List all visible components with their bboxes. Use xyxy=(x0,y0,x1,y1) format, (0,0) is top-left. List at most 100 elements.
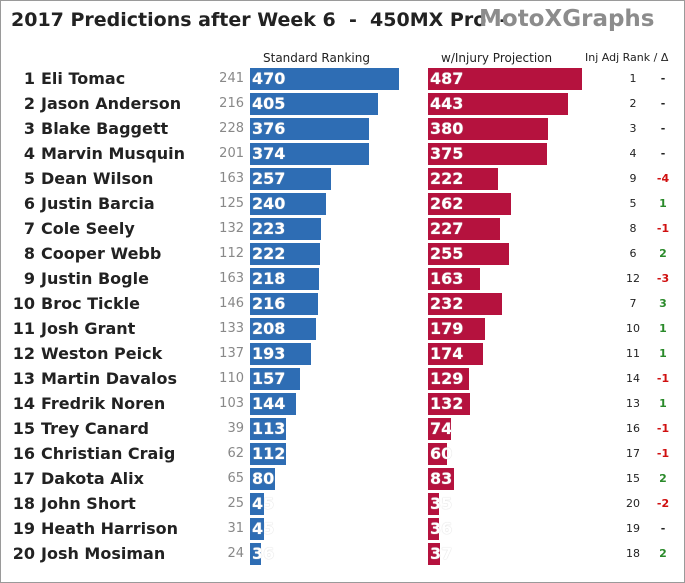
delta: 2 xyxy=(659,472,667,485)
rider-name: Blake Baggett xyxy=(41,119,169,138)
adj-rank: 1 xyxy=(629,72,637,85)
adj-rank: 4 xyxy=(629,147,637,160)
adj-rank: 3 xyxy=(629,122,637,135)
injury-value: 35 xyxy=(430,494,453,513)
standard-value: 222 xyxy=(252,244,286,263)
standard-value: 257 xyxy=(252,169,286,188)
rider-name: Dakota Alix xyxy=(41,469,144,488)
standard-value: 216 xyxy=(252,294,286,313)
standard-bar xyxy=(250,268,320,290)
injury-bar xyxy=(428,393,470,415)
rider-name: Christian Craig xyxy=(41,444,176,463)
delta: 1 xyxy=(659,197,667,210)
points: 110 xyxy=(219,371,244,386)
injury-bar xyxy=(428,143,547,165)
points: 24 xyxy=(227,546,244,561)
standard-bar xyxy=(250,368,300,390)
rider-name: Weston Peick xyxy=(41,344,163,363)
points: 103 xyxy=(219,396,244,411)
brand: MotoXGraphs xyxy=(479,6,655,32)
rider-name: Martin Davalos xyxy=(41,369,178,388)
delta: -1 xyxy=(656,447,670,460)
adj-rank: 19 xyxy=(626,522,640,535)
rider-name: Heath Harrison xyxy=(41,519,179,538)
delta: -1 xyxy=(656,422,670,435)
injury-bar xyxy=(428,443,448,465)
rider-name: Josh Grant xyxy=(41,319,136,338)
delta: - xyxy=(660,72,666,85)
standard-bar xyxy=(250,468,276,490)
injury-bar xyxy=(428,543,440,565)
points: 216 xyxy=(219,96,244,111)
standard-bar xyxy=(250,243,321,265)
adj-rank: 2 xyxy=(629,97,637,110)
points: 132 xyxy=(219,221,244,236)
standard-bar xyxy=(250,518,265,540)
injury-bar xyxy=(428,368,469,390)
injury-bar xyxy=(428,293,502,315)
rank: 2 xyxy=(23,94,35,113)
points: 62 xyxy=(227,446,244,461)
injury-bar xyxy=(428,493,440,515)
points: 65 xyxy=(227,471,244,486)
injury-value: 174 xyxy=(430,344,464,363)
delta: - xyxy=(660,97,666,110)
injury-value: 375 xyxy=(430,144,464,163)
adj-rank: 12 xyxy=(626,272,640,285)
standard-bar xyxy=(250,93,379,115)
rider-name: Trey Canard xyxy=(41,419,149,438)
adj-rank: 7 xyxy=(629,297,637,310)
rank: 11 xyxy=(12,319,35,338)
injury-value: 222 xyxy=(430,169,464,188)
standard-bar xyxy=(250,68,399,90)
points: 137 xyxy=(219,346,244,361)
header: Standard Ranking xyxy=(263,51,370,65)
rider-name: Jason Anderson xyxy=(41,94,182,113)
injury-value: 255 xyxy=(430,244,464,263)
injury-bar xyxy=(428,418,452,440)
points: 133 xyxy=(219,321,244,336)
rank: 16 xyxy=(12,444,35,463)
adj-rank: 14 xyxy=(626,372,640,385)
injury-value: 37 xyxy=(430,544,453,563)
rank: 13 xyxy=(12,369,35,388)
rider-name: Fredrik Noren xyxy=(41,394,166,413)
standard-bar xyxy=(250,193,327,215)
standard-value: 45 xyxy=(252,494,275,513)
standard-value: 240 xyxy=(252,194,286,213)
standard-value: 45 xyxy=(252,519,275,538)
standard-bar xyxy=(250,543,262,565)
header: Inj Adj Rank / Δ xyxy=(585,51,669,64)
delta: - xyxy=(660,147,666,160)
standard-value: 223 xyxy=(252,219,286,238)
points: 125 xyxy=(219,196,244,211)
delta: -1 xyxy=(656,222,670,235)
points: 25 xyxy=(227,496,244,511)
injury-value: 380 xyxy=(430,119,464,138)
rank: 4 xyxy=(23,144,35,163)
standard-value: 208 xyxy=(252,319,286,338)
rider-name: Josh Mosiman xyxy=(41,544,166,563)
rank: 10 xyxy=(12,294,35,313)
injury-bar xyxy=(428,193,512,215)
injury-value: 129 xyxy=(430,369,464,388)
standard-bar xyxy=(250,143,369,165)
adj-rank: 20 xyxy=(626,497,640,510)
injury-bar xyxy=(428,318,485,340)
standard-value: 157 xyxy=(252,369,286,388)
rank: 14 xyxy=(12,394,35,413)
delta: -1 xyxy=(656,372,670,385)
rank: 17 xyxy=(12,469,35,488)
delta: 2 xyxy=(659,547,667,560)
injury-bar xyxy=(428,468,455,490)
rank: 12 xyxy=(12,344,35,363)
points: 241 xyxy=(219,71,244,86)
rider-name: Eli Tomac xyxy=(41,69,126,88)
injury-bar xyxy=(428,68,583,90)
points: 201 xyxy=(219,146,244,161)
standard-value: 36 xyxy=(252,544,275,563)
standard-value: 376 xyxy=(252,119,286,138)
injury-value: 36 xyxy=(430,519,453,538)
standard-value: 470 xyxy=(252,69,286,88)
rider-name: John Short xyxy=(41,494,136,513)
